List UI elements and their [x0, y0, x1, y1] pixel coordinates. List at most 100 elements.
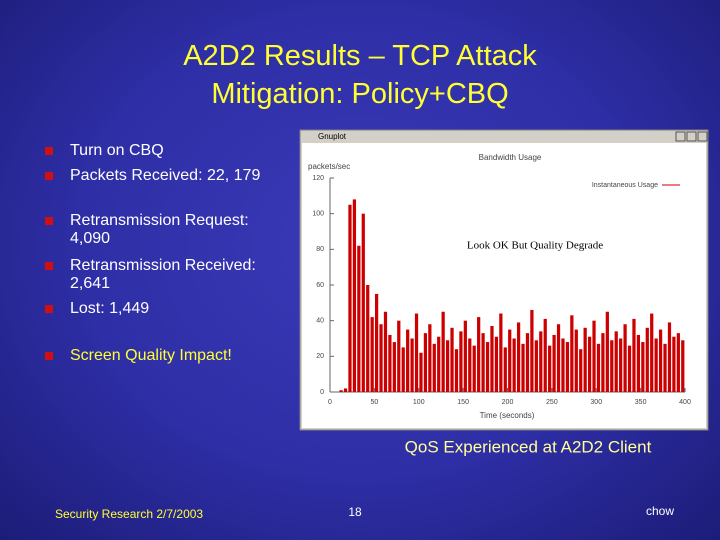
bullet: Lost: 1,449: [70, 300, 150, 317]
bar: [650, 313, 654, 392]
bar: [521, 343, 525, 392]
bar: [343, 388, 348, 392]
bar: [361, 213, 365, 392]
bar: [570, 315, 574, 392]
bar: [463, 320, 467, 392]
bullet-marker: [45, 147, 53, 155]
x-axis-label: Time (seconds): [480, 411, 535, 420]
bar: [419, 352, 423, 392]
x-tick-label: 200: [502, 399, 514, 406]
bar: [583, 327, 587, 392]
window-button: [697, 131, 708, 142]
x-tick-label: 0: [328, 399, 332, 406]
bar: [370, 317, 374, 392]
y-tick-label: 40: [316, 318, 324, 325]
bullet-marker: [45, 352, 53, 360]
bar: [525, 333, 530, 392]
bullet: Turn on CBQ: [70, 142, 164, 159]
bar: [641, 342, 645, 392]
y-axis-label: packets/sec: [308, 162, 350, 171]
bar: [548, 345, 552, 392]
bullet: Screen Quality Impact!: [70, 347, 232, 364]
x-tick-label: 100: [413, 399, 425, 406]
bar: [339, 390, 343, 392]
x-tick-label: 350: [635, 399, 647, 406]
bar: [539, 331, 543, 392]
bar: [619, 338, 623, 392]
x-tick-label: 50: [370, 399, 378, 406]
bar: [614, 331, 618, 392]
bullet: Packets Received: 22, 179: [70, 167, 261, 184]
bar: [410, 338, 414, 392]
y-tick-label: 0: [320, 389, 324, 396]
footer-right: chow: [646, 504, 674, 518]
bar: [432, 343, 436, 392]
bar: [423, 333, 428, 392]
bar: [352, 199, 357, 392]
bar: [561, 338, 565, 392]
bullet-marker: [45, 305, 53, 313]
annotation: Look OK But Quality Degrade: [467, 240, 603, 252]
bar: [623, 324, 627, 392]
bar: [627, 345, 632, 392]
bar: [450, 327, 454, 392]
bar: [645, 327, 649, 392]
bar: [658, 329, 663, 392]
bar: [401, 347, 405, 392]
bar: [459, 331, 463, 392]
bar: [632, 318, 636, 392]
chart-title: Bandwidth Usage: [479, 153, 542, 162]
window-title: Gnuplot: [318, 132, 347, 141]
bar: [676, 333, 680, 392]
page-number: 18: [348, 505, 362, 519]
bar: [579, 349, 583, 392]
footer-left: Security Research 2/7/2003: [55, 507, 203, 521]
bar: [596, 343, 601, 392]
x-tick-label: 250: [546, 399, 558, 406]
bar: [454, 349, 459, 392]
bar: [534, 340, 538, 392]
bar: [672, 336, 676, 392]
bullet-marker: [45, 262, 53, 270]
bar: [516, 322, 521, 392]
bullet: Retransmission Request: 4,090: [70, 212, 249, 247]
bar: [472, 345, 476, 392]
window-button: [675, 131, 686, 142]
bar: [636, 334, 641, 392]
y-tick-label: 60: [316, 282, 324, 289]
x-tick-label: 150: [457, 399, 469, 406]
x-tick-label: 300: [590, 399, 602, 406]
bullet-marker: [45, 217, 53, 225]
bar: [605, 311, 609, 392]
bar: [485, 342, 490, 392]
bar: [587, 336, 592, 392]
bar: [654, 338, 658, 392]
bar: [397, 320, 401, 392]
bar: [481, 333, 485, 392]
bar: [601, 333, 605, 392]
bar: [512, 338, 516, 392]
bar: [374, 293, 379, 392]
y-tick-label: 80: [316, 246, 324, 253]
bar: [383, 311, 388, 392]
bar: [445, 340, 450, 392]
bar: [357, 245, 361, 392]
bar: [348, 204, 352, 392]
x-tick-label: 400: [679, 399, 691, 406]
bar: [552, 334, 556, 392]
bar: [437, 336, 441, 392]
bar: [477, 317, 481, 392]
bar: [414, 313, 419, 392]
bar: [388, 334, 392, 392]
bar: [503, 347, 507, 392]
bar: [490, 326, 494, 392]
bar: [428, 324, 432, 392]
y-tick-label: 120: [312, 175, 324, 182]
legend-label: Instantaneous Usage: [592, 182, 658, 189]
bar: [508, 329, 512, 392]
bar: [468, 338, 472, 392]
bar: [574, 329, 578, 392]
caption: QoS Experienced at A2D2 Client: [405, 437, 652, 456]
bar: [681, 340, 685, 392]
